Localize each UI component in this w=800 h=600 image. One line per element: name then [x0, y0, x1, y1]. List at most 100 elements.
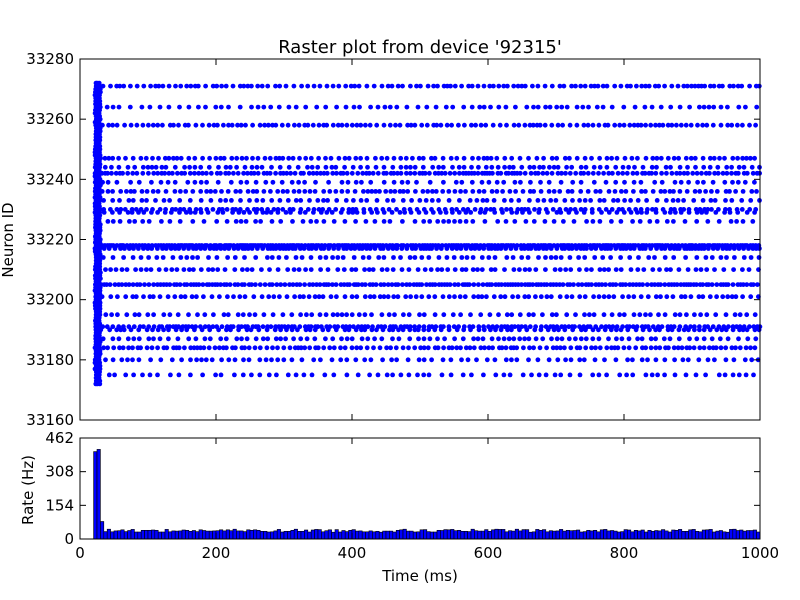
spike-point	[274, 282, 280, 287]
spike-point	[471, 294, 477, 300]
spike-point	[402, 210, 408, 215]
spike-point	[531, 189, 537, 194]
rate-bar	[423, 529, 428, 540]
spike-point	[242, 294, 248, 300]
spike-point	[155, 122, 161, 128]
spike-point	[631, 189, 636, 194]
spike-point	[454, 345, 460, 351]
spike-point	[273, 155, 279, 161]
spike-point	[330, 122, 336, 128]
spike-point	[244, 267, 250, 272]
spike-point	[219, 357, 225, 363]
spike-point	[339, 312, 345, 318]
spike-point	[459, 255, 465, 260]
spike-point	[729, 345, 735, 351]
spike-point	[562, 155, 568, 161]
spike-point	[452, 219, 457, 224]
spike-point	[159, 219, 164, 224]
spike-point	[697, 189, 703, 194]
spike-point	[701, 246, 707, 251]
spike-point	[340, 255, 346, 260]
rate-bar	[137, 531, 142, 540]
spike-point	[653, 294, 659, 300]
spike-point	[568, 357, 574, 363]
spike-point	[432, 170, 438, 176]
spike-point	[249, 83, 254, 89]
spike-point	[112, 246, 118, 251]
rate-bar	[429, 531, 434, 540]
spike-point	[517, 312, 523, 318]
spike-point	[752, 179, 757, 185]
spike-point	[615, 345, 621, 351]
spike-point	[484, 155, 490, 161]
rate-bar	[134, 531, 139, 540]
spike-point	[639, 357, 645, 363]
spike-point	[251, 294, 257, 300]
spike-point	[546, 189, 552, 194]
spike-point	[755, 282, 760, 287]
spike-point	[358, 122, 364, 128]
spike-point	[588, 83, 594, 89]
spike-point	[667, 336, 673, 342]
spike-point	[288, 210, 293, 215]
spike-point	[211, 122, 217, 128]
spike-point	[221, 155, 227, 161]
spike-point	[172, 179, 178, 185]
spike-point	[364, 83, 370, 89]
rate-bar	[633, 529, 638, 540]
rate-bar	[96, 449, 101, 540]
spike-point	[330, 282, 335, 287]
spike-point	[384, 345, 389, 351]
spike-point	[631, 179, 637, 185]
spike-point	[674, 122, 679, 128]
spike-point	[585, 170, 591, 176]
spike-point	[241, 83, 247, 89]
spike-point	[384, 267, 390, 272]
spike-point	[408, 210, 414, 215]
rate-bar	[752, 529, 757, 540]
spike-point	[458, 312, 463, 318]
spike-point	[420, 155, 426, 161]
spike-point	[207, 327, 213, 333]
spike-point	[200, 372, 206, 378]
spike-point	[192, 327, 197, 333]
spike-point	[242, 282, 247, 287]
rate-bar	[195, 531, 200, 540]
spike-point	[269, 164, 274, 170]
spike-point	[333, 189, 339, 194]
spike-point	[412, 255, 418, 260]
spike-point	[299, 255, 305, 260]
rate-bar	[542, 529, 547, 540]
spike-point	[512, 219, 518, 224]
spike-point	[563, 357, 568, 363]
spike-point	[216, 327, 222, 333]
spike-point	[249, 267, 255, 272]
spike-point	[227, 282, 233, 287]
spike-point	[511, 267, 517, 272]
spike-point	[404, 170, 409, 176]
spike-point	[502, 267, 507, 272]
spike-point	[305, 122, 311, 128]
spike-point	[635, 267, 641, 272]
spike-point	[606, 294, 612, 300]
spike-point	[144, 189, 150, 194]
spike-point	[659, 170, 664, 176]
spike-point	[490, 122, 496, 128]
spike-point	[669, 327, 675, 333]
spike-point	[612, 83, 618, 89]
spike-point	[110, 104, 116, 110]
spike-point	[290, 219, 295, 224]
spike-point	[367, 246, 373, 251]
spike-point	[620, 294, 625, 300]
spike-point	[621, 122, 627, 128]
rate-bar	[712, 531, 717, 540]
spike-point	[724, 164, 730, 170]
spike-point	[501, 372, 507, 378]
spike-point	[353, 179, 359, 185]
spike-point	[746, 246, 751, 251]
spike-point	[604, 83, 610, 89]
spike-point	[600, 83, 606, 89]
spike-point	[641, 267, 647, 272]
spike-point	[596, 122, 602, 128]
